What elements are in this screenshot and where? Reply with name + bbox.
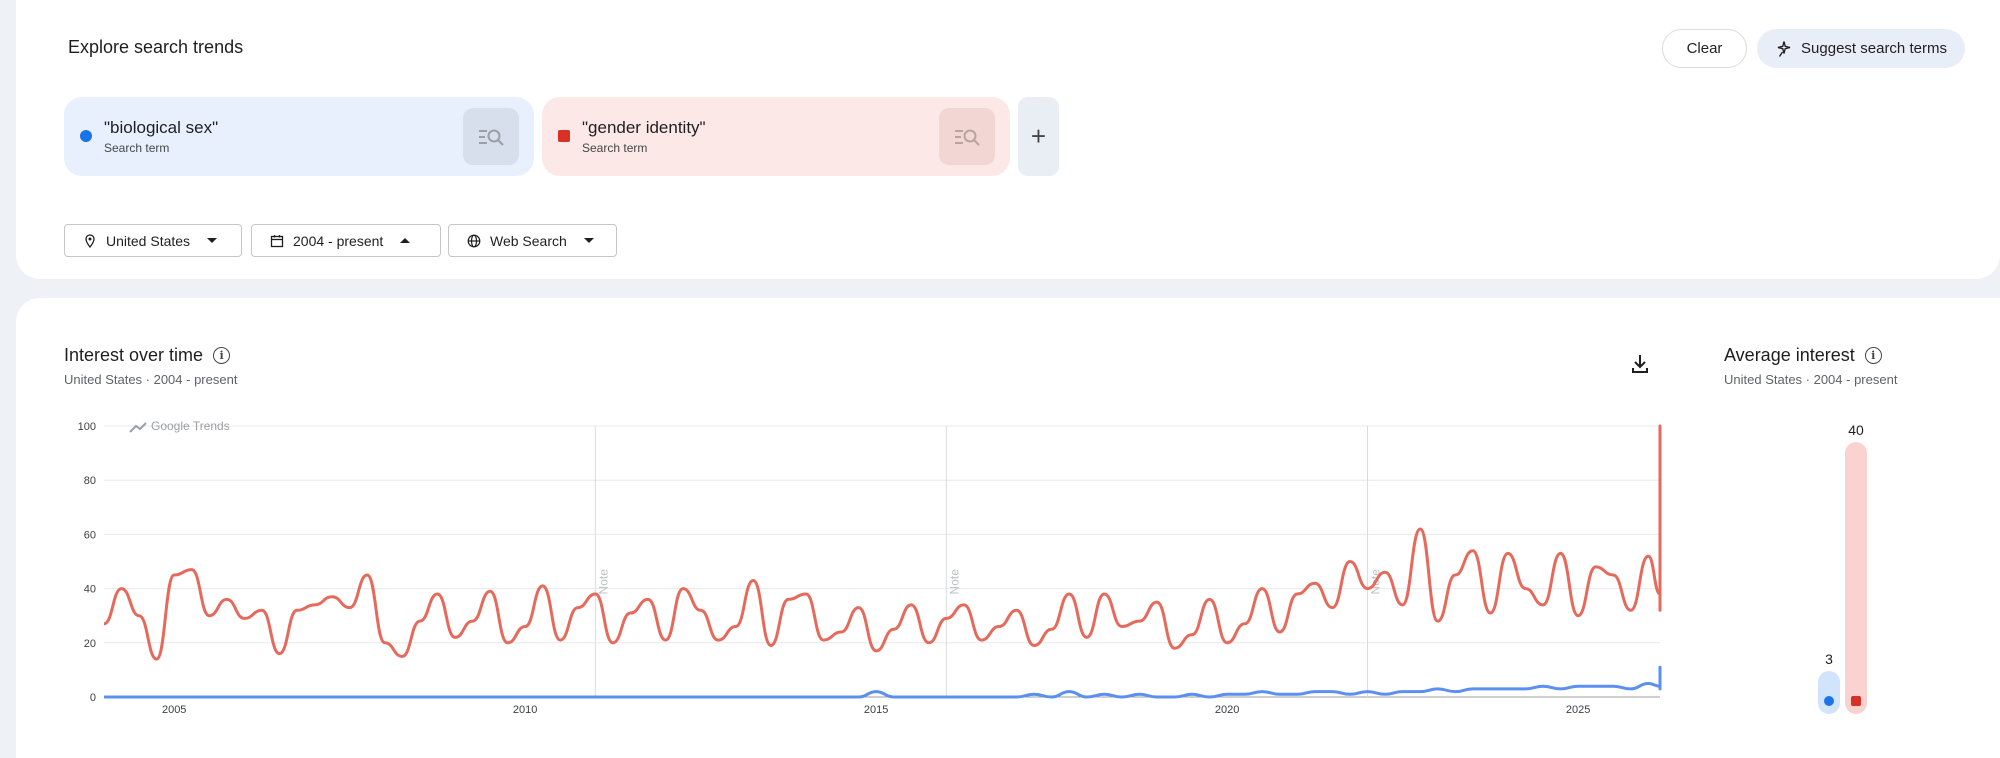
info-icon[interactable]: i	[1864, 347, 1882, 364]
average-interest-value: 40	[1848, 422, 1864, 438]
download-icon[interactable]	[1630, 353, 1650, 375]
location-pin-icon	[85, 233, 95, 248]
suggest-label: Suggest search terms	[1801, 40, 1947, 57]
clear-button[interactable]: Clear	[1662, 29, 1747, 68]
interest-over-time-subtitle: United States · 2004 - present	[64, 372, 238, 387]
chevron-up-icon	[400, 238, 411, 243]
average-interest-label: Average interest	[1724, 345, 1855, 365]
period-filter-label: 2004 - present	[293, 232, 384, 249]
region-filter[interactable]: United States	[64, 224, 242, 257]
chevron-down-icon	[583, 238, 594, 243]
average-interest-title: Average interest i	[1724, 345, 1882, 366]
sparkle-icon	[1777, 40, 1791, 57]
region-filter-label: United States	[106, 232, 191, 249]
property-filter[interactable]: Web Search	[448, 224, 617, 257]
period-filter[interactable]: 2004 - present	[251, 224, 441, 257]
series-color-dot	[1824, 696, 1834, 706]
search-term-subtitle: Search term	[104, 141, 170, 155]
term-search-icon[interactable]	[939, 108, 995, 165]
search-term-name[interactable]: "gender identity"	[582, 118, 706, 137]
property-filter-label: Web Search	[490, 232, 567, 249]
average-interest-subtitle: United States · 2004 - present	[1724, 372, 1898, 387]
series-color-square	[558, 130, 570, 142]
info-icon[interactable]: i	[213, 347, 231, 364]
search-term-card[interactable]: "biological sex" Search term	[64, 97, 534, 176]
interest-over-time-title: Interest over time i	[64, 345, 231, 366]
search-term-card[interactable]: "gender identity" Search term	[542, 97, 1010, 176]
series-color-square	[1851, 696, 1861, 706]
globe-icon	[467, 234, 481, 247]
results-panel	[16, 298, 2000, 758]
average-interest-bar	[1845, 442, 1867, 714]
average-interest-value: 3	[1825, 651, 1833, 668]
add-term-button[interactable]: +	[1018, 97, 1059, 176]
search-term-name[interactable]: "biological sex"	[104, 118, 219, 137]
average-interest-bar	[1818, 671, 1840, 714]
suggest-search-terms-button[interactable]: Suggest search terms	[1757, 29, 1965, 68]
calendar-icon	[270, 234, 284, 247]
search-term-subtitle: Search term	[582, 141, 648, 155]
term-search-icon[interactable]	[463, 108, 519, 165]
interest-over-time-label: Interest over time	[64, 345, 204, 365]
series-color-dot	[80, 130, 92, 142]
page-title: Explore search trends	[68, 37, 244, 57]
chevron-down-icon	[207, 238, 218, 243]
